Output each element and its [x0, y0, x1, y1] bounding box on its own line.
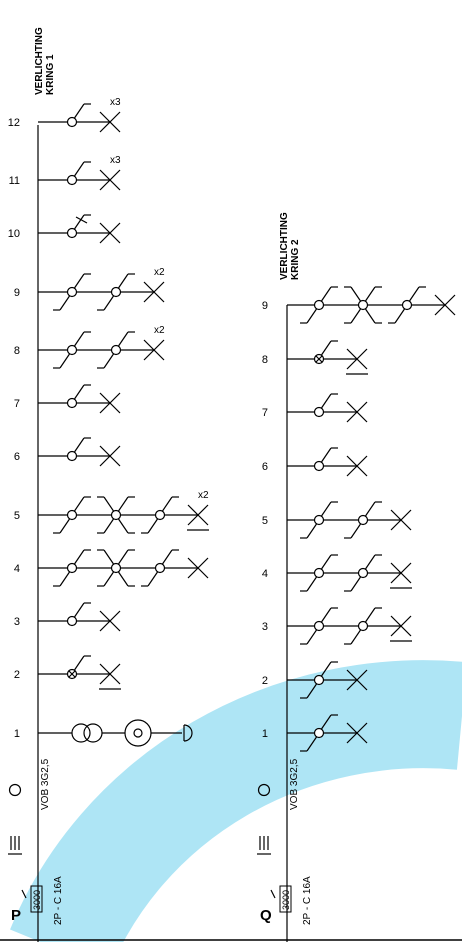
- row-number: 7: [262, 407, 268, 419]
- circuit-row: 7: [14, 384, 121, 414]
- socket-icon: [8, 783, 22, 797]
- row-number: 2: [262, 675, 268, 687]
- circuit-row: 4: [262, 554, 412, 592]
- row-number: 9: [262, 300, 268, 312]
- row-number: 10: [8, 228, 20, 240]
- row-multiplier: x2: [154, 325, 165, 336]
- circuit-row: 9: [262, 286, 456, 324]
- circuit-title-line1: VERLICHTING: [279, 212, 290, 280]
- circuit-title-line2: KRING 1: [45, 54, 56, 95]
- watermark-arc: [10, 660, 462, 942]
- circuit-row: 3: [14, 602, 121, 632]
- row-number: 2: [14, 669, 20, 681]
- circuit-rows: 12 x3 11 x3 10 9 x2 8 x2 7 6 5 x2 4 3 2 1: [8, 97, 209, 942]
- row-number: 6: [262, 461, 268, 473]
- row-number: 8: [14, 345, 20, 357]
- circuit-letter: P: [11, 907, 21, 924]
- circuit-base: VOB 3G2,5 Q 3000 2P - C 16A: [257, 758, 313, 925]
- circuit-row: 5 x2: [14, 490, 209, 534]
- circuit-row: 7: [262, 393, 368, 423]
- row-number: 6: [14, 451, 20, 463]
- breaker-label: 2P - C 16A: [302, 876, 313, 925]
- row-multiplier: x2: [198, 490, 209, 501]
- row-multiplier: x3: [110, 155, 121, 166]
- row-number: 5: [262, 515, 268, 527]
- row-number: 12: [8, 117, 20, 129]
- circuit-row: 10: [8, 214, 121, 244]
- circuit-row: 12 x3: [8, 97, 121, 133]
- row-number: 8: [262, 354, 268, 366]
- row-multiplier: x3: [110, 97, 121, 108]
- circuit-q: VERLICHTING KRING 2 9 8 7 6 5 4 3 2 1 VOB 3G2,5 Q…: [257, 212, 456, 942]
- row-number: 3: [262, 621, 268, 633]
- circuit-rows: 9 8 7 6 5 4 3 2 1: [262, 286, 456, 942]
- circuit-row: 11 x3: [9, 155, 121, 191]
- circuit-row: 2: [14, 655, 121, 690]
- circuit-row: 4: [14, 549, 209, 587]
- row-number: 9: [14, 287, 20, 299]
- cable-label: VOB 3G2,5: [40, 758, 51, 810]
- row-number: 3: [14, 616, 20, 628]
- row-number: 1: [14, 728, 20, 740]
- circuit-row: 9 x2: [14, 267, 165, 311]
- circuit-row: 2: [262, 661, 368, 699]
- row-number: 1: [262, 728, 268, 740]
- cable-label: VOB 3G2,5: [289, 758, 300, 810]
- socket-icon: [257, 783, 271, 797]
- circuit-row: 1: [262, 714, 368, 752]
- circuit-letter: Q: [260, 907, 272, 924]
- row-number: 5: [14, 510, 20, 522]
- differential-box: 3000: [279, 885, 292, 913]
- circuit-row: 6: [14, 437, 121, 467]
- row-number: 7: [14, 398, 20, 410]
- circuit-title-line1: VERLICHTING: [34, 27, 45, 95]
- differential-label: 3000: [32, 890, 42, 910]
- circuit-row: 8: [262, 340, 368, 375]
- row-multiplier: x2: [154, 267, 165, 278]
- circuit-base: VOB 3G2,5 P 3000 2P - C 16A: [8, 758, 64, 925]
- circuit-row: 8 x2: [14, 325, 165, 369]
- circuit-row: 6: [262, 447, 368, 477]
- row-number: 4: [14, 563, 20, 575]
- circuit-row: 1: [14, 719, 193, 747]
- circuit-row: 3: [262, 607, 412, 645]
- row-number: 11: [9, 175, 20, 187]
- circuit-row: 5: [262, 501, 412, 539]
- differential-box: 3000: [30, 885, 43, 913]
- circuit-title-line2: KRING 2: [290, 239, 301, 280]
- breaker-label: 2P - C 16A: [53, 876, 64, 925]
- differential-label: 3000: [281, 890, 291, 910]
- circuit-p: VERLICHTING KRING 1 12x311x3109x28x2765x…: [8, 27, 209, 942]
- row-number: 4: [262, 568, 268, 580]
